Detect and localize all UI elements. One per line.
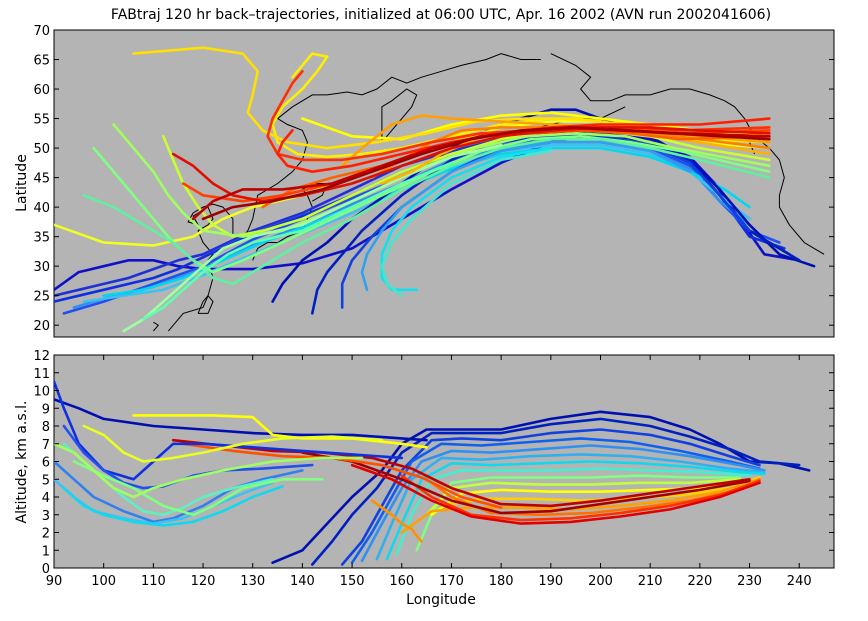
- coastline: [550, 53, 825, 255]
- alt-y-tick-label: 12: [33, 349, 50, 364]
- alt-trajectory-line: [181, 442, 503, 509]
- alt-trajectory-line: [350, 437, 761, 564]
- altitude-y-axis-label: Altitude, km a.s.l.: [14, 401, 30, 524]
- map-y-tick-label: 55: [33, 113, 50, 128]
- alt-trajectory-line: [171, 438, 751, 508]
- alt-y-tick-label: 3: [42, 509, 50, 524]
- map-y-tick-label: 20: [33, 319, 50, 334]
- map-y-tick-label: 45: [33, 172, 50, 187]
- chart-title: FABtraj 120 hr back–trajectories, initia…: [111, 7, 771, 23]
- map-y-tick-label: 70: [33, 24, 50, 39]
- map-trajectory-line: [380, 149, 553, 297]
- alt-trajectory-line: [311, 417, 801, 566]
- coastline: [381, 88, 418, 143]
- map-trajectory-line: [72, 140, 751, 309]
- altitude-plot-area: [53, 354, 835, 569]
- map-y-tick-label: 30: [33, 260, 50, 275]
- map-trajectory-line: [82, 137, 771, 286]
- map-trajectory-line: [122, 143, 503, 333]
- map-trajectory-line: [132, 46, 771, 150]
- x-tick-label: 230: [737, 574, 762, 589]
- coastline: [153, 321, 160, 332]
- x-tick-label: 100: [91, 574, 116, 589]
- altitude-x-ticks: 90 100 110 120 130 140 150 160 170 180 190 200 210 22…: [46, 355, 812, 589]
- alt-y-tick-label: 8: [42, 420, 50, 435]
- map-trajectory-line: [142, 161, 453, 321]
- x-tick-label: 150: [340, 574, 365, 589]
- alt-y-tick-label: 1: [42, 544, 50, 559]
- alt-y-tick-label: 5: [42, 473, 50, 488]
- map-y-ticks: 20 25 30 35 40 45 50 55 60 65 70: [33, 24, 834, 334]
- map-y-tick-label: 35: [33, 231, 50, 246]
- map-y-tick-label: 25: [33, 290, 50, 305]
- x-tick-label: 90: [46, 574, 63, 589]
- coastline: [197, 294, 214, 314]
- alt-y-tick-label: 0: [42, 562, 50, 577]
- map-trajectory-line: [360, 140, 692, 292]
- alt-y-tick-label: 7: [42, 438, 50, 453]
- x-tick-label: 130: [240, 574, 265, 589]
- alt-trajectory-line: [54, 442, 364, 499]
- alt-trajectory-line: [425, 478, 741, 517]
- alt-y-tick-label: 6: [42, 456, 50, 471]
- alt-trajectory-line: [82, 424, 384, 463]
- alt-trajectory-line: [72, 460, 324, 517]
- map-trajectory-line: [92, 135, 771, 274]
- x-tick-label: 140: [290, 574, 315, 589]
- x-tick-label: 160: [389, 574, 414, 589]
- alt-trajectory-line: [54, 380, 404, 481]
- alt-trajectory-line: [360, 444, 766, 563]
- map-y-tick-label: 65: [33, 54, 50, 69]
- map-trajectory-line: [276, 117, 771, 173]
- alt-trajectory-line: [340, 428, 761, 566]
- x-tick-label: 170: [439, 574, 464, 589]
- map-trajectory-line: [171, 126, 771, 203]
- alt-trajectory-line: [385, 460, 766, 561]
- alt-trajectory-line: [301, 451, 751, 515]
- alt-trajectory-line: [395, 467, 751, 556]
- alt-y-tick-label: 11: [33, 367, 50, 382]
- alt-trajectory-line: [400, 474, 761, 522]
- alt-trajectory-line: [132, 414, 428, 449]
- x-tick-label: 220: [687, 574, 712, 589]
- x-tick-label: 240: [787, 574, 812, 589]
- x-axis-label: Longitude: [406, 592, 476, 608]
- x-tick-label: 200: [588, 574, 613, 589]
- map-y-tick-label: 60: [33, 83, 50, 98]
- alt-trajectory-line: [62, 485, 284, 527]
- x-tick-label: 190: [538, 574, 563, 589]
- alt-trajectory-line: [370, 499, 423, 543]
- alt-trajectory-line: [375, 453, 766, 561]
- map-y-tick-label: 50: [33, 142, 50, 157]
- map-trajectory-line: [201, 126, 771, 221]
- map-y-tick-label: 40: [33, 201, 50, 216]
- alt-y-tick-label: 9: [42, 402, 50, 417]
- map-panel: 20 25 30 35 40 45 50 55 60 65 70 Latitude: [14, 24, 835, 338]
- x-tick-label: 210: [638, 574, 663, 589]
- alt-trajectory-line: [54, 398, 428, 442]
- map-trajectory-line: [271, 108, 816, 303]
- x-tick-label: 120: [191, 574, 216, 589]
- x-tick-label: 180: [489, 574, 514, 589]
- alt-y-tick-label: 10: [33, 385, 50, 400]
- map-y-axis-label: Latitude: [14, 154, 30, 212]
- x-tick-label: 110: [141, 574, 166, 589]
- alt-trajectory-line: [350, 463, 761, 525]
- alt-y-tick-label: 4: [42, 491, 50, 506]
- alt-y-tick-label: 2: [42, 527, 50, 542]
